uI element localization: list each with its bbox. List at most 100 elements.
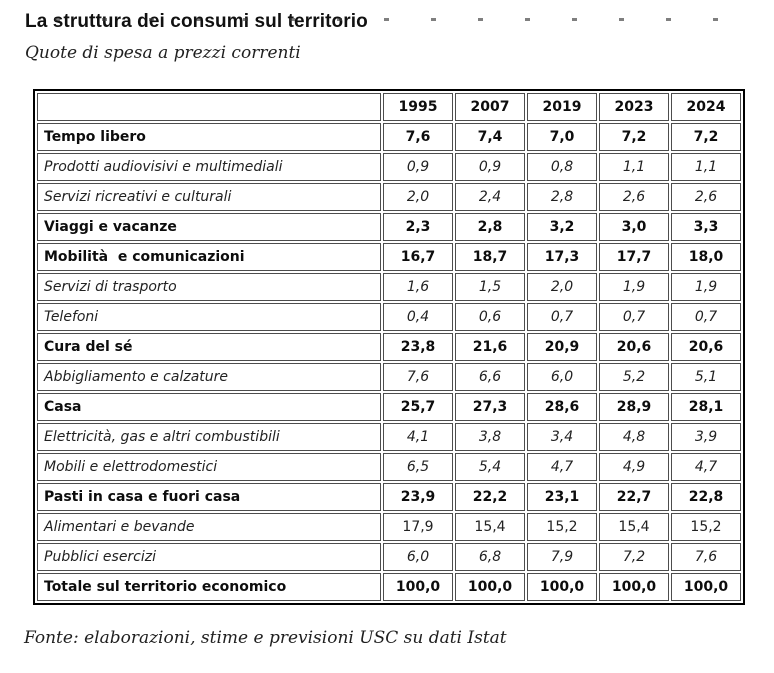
table-header: 1995 2007 2019 2023 2024 — [37, 93, 741, 121]
value-cell: 7,4 — [455, 123, 525, 151]
row-label-cell: Tempo libero — [37, 123, 381, 151]
row-label-cell: Cura del sé — [37, 333, 381, 361]
value-cell: 23,1 — [527, 483, 597, 511]
value-cell: 2,6 — [599, 183, 669, 211]
value-cell: 7,9 — [527, 543, 597, 571]
value-cell: 100,0 — [527, 573, 597, 601]
table-row: Casa 25,7 27,3 28,6 28,9 28,1 — [37, 393, 741, 421]
table-row: Totale sul territorio economico 100,0 100,… — [37, 573, 741, 601]
source-note: Fonte: elaborazioni, stime e previsioni … — [24, 628, 507, 648]
value-cell: 20,9 — [527, 333, 597, 361]
value-cell: 7,6 — [671, 543, 741, 571]
value-cell: 100,0 — [599, 573, 669, 601]
value-cell: 15,4 — [599, 513, 669, 541]
value-cell: 0,8 — [527, 153, 597, 181]
value-cell: 20,6 — [599, 333, 669, 361]
empty-corner-cell — [37, 93, 381, 121]
value-cell: 25,7 — [383, 393, 453, 421]
value-cell: 7,2 — [599, 543, 669, 571]
value-cell: 3,2 — [527, 213, 597, 241]
table-row: Pubblici esercizi 6,0 6,8 7,9 7,2 7,6 — [37, 543, 741, 571]
value-cell: 22,7 — [599, 483, 669, 511]
value-cell: 17,3 — [527, 243, 597, 271]
table-row: Pasti in casa e fuori casa 23,9 22,2 23,1 22… — [37, 483, 741, 511]
row-label-cell: Telefoni — [37, 303, 381, 331]
table-header-row: 1995 2007 2019 2023 2024 — [37, 93, 741, 121]
table-row: Tempo libero 7,6 7,4 7,0 7,2 7,2 — [37, 123, 741, 151]
row-label-cell: Alimentari e bevande — [37, 513, 381, 541]
value-cell: 4,9 — [599, 453, 669, 481]
value-cell: 7,0 — [527, 123, 597, 151]
value-cell: 100,0 — [671, 573, 741, 601]
row-label-cell: Pubblici esercizi — [37, 543, 381, 571]
year-header-cell: 1995 — [383, 93, 453, 121]
value-cell: 1,9 — [599, 273, 669, 301]
value-cell: 1,6 — [383, 273, 453, 301]
value-cell: 17,7 — [599, 243, 669, 271]
value-cell: 4,1 — [383, 423, 453, 451]
value-cell: 100,0 — [455, 573, 525, 601]
table-row: Cura del sé 23,8 21,6 20,9 20,6 20,6 — [37, 333, 741, 361]
value-cell: 3,4 — [527, 423, 597, 451]
value-cell: 2,0 — [527, 273, 597, 301]
table-row: Mobili e elettrodomestici 6,5 5,4 4,7 4,9 4,7 — [37, 453, 741, 481]
row-label-cell: Totale sul territorio economico — [37, 573, 381, 601]
value-cell: 2,0 — [383, 183, 453, 211]
value-cell: 1,1 — [599, 153, 669, 181]
page-title: La struttura dei consumi sul territorio — [25, 11, 368, 32]
row-label-cell: Pasti in casa e fuori casa — [37, 483, 381, 511]
value-cell: 1,5 — [455, 273, 525, 301]
value-cell: 6,0 — [527, 363, 597, 391]
year-header-cell: 2007 — [455, 93, 525, 121]
value-cell: 18,7 — [455, 243, 525, 271]
value-cell: 0,6 — [455, 303, 525, 331]
value-cell: 3,9 — [671, 423, 741, 451]
row-label-cell: Abbigliamento e calzature — [37, 363, 381, 391]
value-cell: 28,6 — [527, 393, 597, 421]
value-cell: 23,9 — [383, 483, 453, 511]
value-cell: 20,6 — [671, 333, 741, 361]
value-cell: 0,9 — [383, 153, 453, 181]
value-cell: 0,7 — [527, 303, 597, 331]
value-cell: 4,8 — [599, 423, 669, 451]
table-row: Telefoni 0,4 0,6 0,7 0,7 0,7 — [37, 303, 741, 331]
year-header-cell: 2024 — [671, 93, 741, 121]
value-cell: 2,3 — [383, 213, 453, 241]
table-row: Prodotti audiovisivi e multimediali 0,9 0,… — [37, 153, 741, 181]
value-cell: 27,3 — [455, 393, 525, 421]
value-cell: 5,4 — [455, 453, 525, 481]
table-row: Abbigliamento e calzature 7,6 6,6 6,0 5,2 5,1 — [37, 363, 741, 391]
row-label-cell: Servizi ricreativi e culturali — [37, 183, 381, 211]
value-cell: 7,6 — [383, 363, 453, 391]
table-row: Servizi ricreativi e culturali 2,0 2,4 2,8 2… — [37, 183, 741, 211]
row-label-cell: Viaggi e vacanze — [37, 213, 381, 241]
row-label-cell: Elettricità, gas e altri combustibili — [37, 423, 381, 451]
value-cell: 100,0 — [383, 573, 453, 601]
value-cell: 2,8 — [527, 183, 597, 211]
value-cell: 3,8 — [455, 423, 525, 451]
value-cell: 18,0 — [671, 243, 741, 271]
value-cell: 16,7 — [383, 243, 453, 271]
value-cell: 15,4 — [455, 513, 525, 541]
value-cell: 2,6 — [671, 183, 741, 211]
value-cell: 3,0 — [599, 213, 669, 241]
row-label-cell: Mobili e elettrodomestici — [37, 453, 381, 481]
table-row: Elettricità, gas e altri combustibili 4,1… — [37, 423, 741, 451]
value-cell: 7,6 — [383, 123, 453, 151]
value-cell: 1,1 — [671, 153, 741, 181]
year-header-cell: 2023 — [599, 93, 669, 121]
value-cell: 22,8 — [671, 483, 741, 511]
value-cell: 6,0 — [383, 543, 453, 571]
value-cell: 0,7 — [599, 303, 669, 331]
page-subtitle: Quote di spesa a prezzi correnti — [25, 43, 301, 63]
cropped-text-remnant — [55, 18, 720, 21]
table-body: Tempo libero 7,6 7,4 7,0 7,2 7,2 Prodotti audi… — [37, 123, 741, 601]
value-cell: 7,2 — [671, 123, 741, 151]
value-cell: 4,7 — [527, 453, 597, 481]
value-cell: 1,9 — [671, 273, 741, 301]
row-label-cell: Casa — [37, 393, 381, 421]
value-cell: 17,9 — [383, 513, 453, 541]
row-label-cell: Mobilità e comunicazioni — [37, 243, 381, 271]
value-cell: 6,6 — [455, 363, 525, 391]
value-cell: 28,1 — [671, 393, 741, 421]
